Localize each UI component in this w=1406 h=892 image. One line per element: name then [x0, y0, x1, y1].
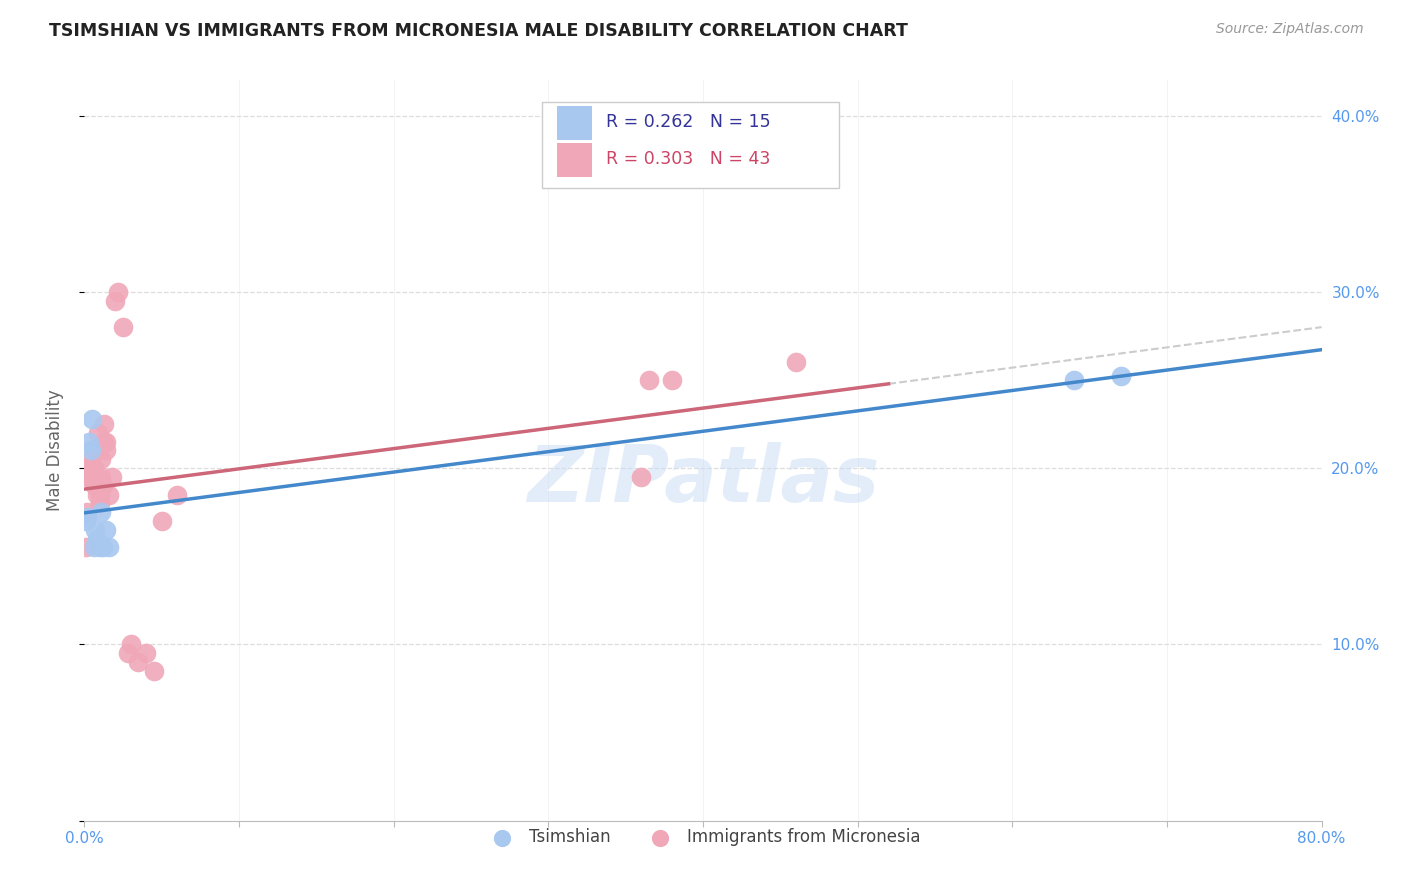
Point: [94, 443, 117, 458]
Point: [79, 443, 101, 458]
Point: [91, 541, 114, 555]
Point: [98, 541, 121, 555]
Point: [89, 487, 111, 501]
Point: [89, 496, 111, 510]
Point: [83, 461, 105, 475]
Point: [135, 646, 157, 660]
Point: [86, 470, 108, 484]
Point: [90, 470, 112, 484]
Point: [77, 461, 100, 475]
Point: [120, 637, 142, 651]
Point: [86, 532, 108, 546]
Point: [76, 510, 98, 524]
Point: [91, 479, 114, 493]
Point: [150, 514, 173, 528]
Text: Source: ZipAtlas.com: Source: ZipAtlas.com: [1216, 22, 1364, 37]
Point: [83, 541, 105, 555]
FancyBboxPatch shape: [557, 144, 592, 177]
Point: [84, 523, 107, 537]
Point: [785, 355, 807, 369]
Point: [630, 470, 652, 484]
Point: [83, 470, 105, 484]
Point: [87, 425, 110, 440]
Point: [112, 320, 135, 334]
Point: [1063, 373, 1085, 387]
Point: [77, 470, 100, 484]
Point: [76, 505, 98, 519]
Point: [94, 523, 117, 537]
Point: [77, 434, 100, 449]
Point: [90, 505, 112, 519]
Point: [75, 541, 97, 555]
Point: [79, 452, 101, 467]
Legend: Tsimshian, Immigrants from Micronesia: Tsimshian, Immigrants from Micronesia: [479, 822, 927, 853]
Text: R = 0.262   N = 15: R = 0.262 N = 15: [606, 112, 770, 131]
Point: [661, 373, 683, 387]
Point: [76, 470, 98, 484]
Point: [104, 293, 127, 308]
Point: [94, 434, 117, 449]
FancyBboxPatch shape: [543, 103, 839, 187]
Y-axis label: Male Disability: Male Disability: [45, 390, 63, 511]
Point: [166, 487, 188, 501]
Text: R = 0.303   N = 43: R = 0.303 N = 43: [606, 150, 770, 168]
Point: [127, 655, 149, 669]
Point: [107, 285, 129, 299]
FancyBboxPatch shape: [557, 106, 592, 139]
Point: [90, 452, 112, 467]
Point: [143, 664, 166, 678]
Text: ZIPatlas: ZIPatlas: [527, 442, 879, 518]
Point: [117, 646, 139, 660]
Point: [82, 411, 104, 425]
Point: [84, 479, 107, 493]
Point: [82, 470, 104, 484]
Point: [89, 541, 111, 555]
Point: [75, 514, 97, 528]
Point: [93, 434, 115, 449]
Point: [93, 417, 115, 431]
Point: [1109, 369, 1132, 384]
Point: [86, 487, 108, 501]
Point: [83, 470, 105, 484]
Text: TSIMSHIAN VS IMMIGRANTS FROM MICRONESIA MALE DISABILITY CORRELATION CHART: TSIMSHIAN VS IMMIGRANTS FROM MICRONESIA …: [49, 22, 908, 40]
Point: [89, 479, 111, 493]
Point: [637, 373, 661, 387]
Point: [84, 470, 107, 484]
Point: [82, 461, 104, 475]
Point: [76, 461, 98, 475]
Point: [101, 470, 124, 484]
Point: [98, 487, 121, 501]
